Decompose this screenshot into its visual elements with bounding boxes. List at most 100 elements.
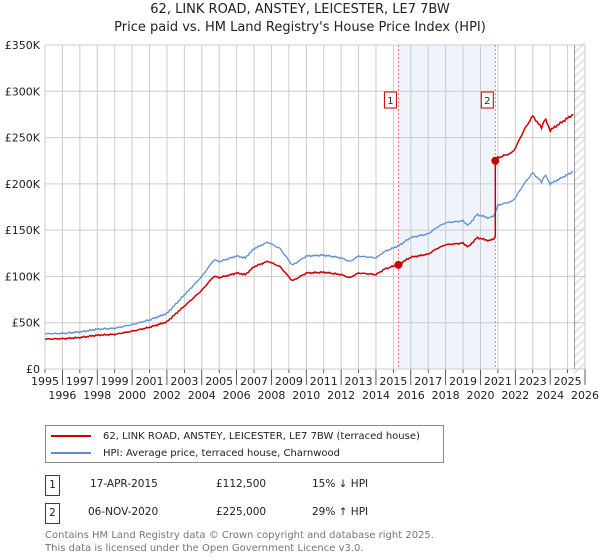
property-series-line	[44, 114, 574, 341]
y-tick-label: £150K	[5, 224, 41, 237]
legend-label: 62, LINK ROAD, ANSTEY, LEICESTER, LE7 7B…	[103, 430, 420, 442]
x-tick-label: 2009	[275, 375, 303, 388]
sale-row: 2 06-NOV-2020 £225,000 29% ↑ HPI	[45, 503, 445, 524]
sale-point	[491, 156, 500, 165]
future-hatch	[574, 58, 586, 70]
future-hatch	[574, 258, 586, 270]
future-hatch	[574, 42, 586, 54]
x-tick-label: 2000	[118, 389, 146, 402]
legend-item-property: 62, LINK ROAD, ANSTEY, LEICESTER, LE7 7B…	[46, 428, 420, 444]
future-hatch	[574, 250, 586, 262]
future-hatch	[574, 154, 586, 166]
future-hatch	[574, 66, 586, 78]
sale-price: £112,500	[216, 478, 267, 490]
future-hatch	[574, 202, 586, 214]
future-hatch	[574, 114, 586, 126]
future-hatch	[574, 186, 586, 198]
future-hatch	[574, 74, 586, 86]
x-tick-label: 2023	[519, 375, 547, 388]
future-hatch	[574, 210, 586, 222]
future-hatch	[574, 138, 586, 150]
sale-marker-badge: 2	[45, 503, 60, 524]
x-tick-label: 2005	[205, 375, 233, 388]
legend-swatch-hpi	[51, 452, 91, 454]
future-hatch	[574, 98, 586, 110]
future-hatch	[574, 178, 586, 190]
x-tick-label: 2016	[397, 389, 425, 402]
footer-licence: This data is licensed under the Open Gov…	[45, 543, 364, 554]
x-tick-label: 2017	[414, 375, 442, 388]
future-hatch	[574, 354, 586, 366]
y-tick-label: £50K	[12, 317, 41, 330]
x-tick-label: 1997	[66, 375, 94, 388]
x-tick-label: 2014	[362, 389, 390, 402]
y-tick-label: £300K	[5, 85, 41, 98]
x-tick-label: 2004	[188, 389, 216, 402]
future-hatch	[574, 170, 586, 182]
future-hatch	[574, 130, 586, 142]
sale-point	[394, 260, 403, 269]
sale-hpi-diff: 29% ↑ HPI	[312, 506, 369, 518]
y-tick-label: £0	[26, 363, 40, 376]
future-hatch	[574, 194, 586, 206]
sale-label-box	[383, 91, 397, 109]
sale-label: 1	[387, 96, 393, 107]
y-tick-label: £250K	[5, 132, 41, 145]
x-tick-label: 2006	[223, 389, 251, 402]
plot-area: 1995199619971998199920002001200220032004…	[5, 39, 599, 402]
y-tick-label: £350K	[5, 39, 41, 52]
x-tick-label: 2002	[153, 389, 181, 402]
sale-price: £225,000	[216, 506, 267, 518]
future-hatch	[574, 266, 586, 278]
future-hatch	[574, 338, 586, 350]
future-hatch	[574, 82, 586, 94]
future-hatch	[574, 90, 586, 102]
x-tick-label: 2011	[310, 375, 338, 388]
x-tick-label: 2015	[379, 375, 407, 388]
x-tick-label: 2007	[240, 375, 268, 388]
future-hatch	[574, 162, 586, 174]
future-hatch	[574, 322, 586, 334]
x-tick-label: 2019	[449, 375, 477, 388]
x-tick-label: 2022	[501, 389, 529, 402]
future-hatch	[574, 106, 586, 118]
future-hatch	[574, 50, 586, 62]
sale-period-shade	[398, 45, 496, 369]
hpi-series-line	[44, 171, 574, 335]
y-tick-label: £100K	[5, 270, 41, 283]
x-tick-label: 1995	[31, 375, 59, 388]
chart-title-address: 62, LINK ROAD, ANSTEY, LEICESTER, LE7 7B…	[150, 2, 450, 17]
future-hatch	[574, 218, 586, 230]
x-tick-label: 2010	[292, 389, 320, 402]
future-hatch	[574, 234, 586, 246]
footer-copyright: Contains HM Land Registry data © Crown c…	[45, 530, 434, 541]
y-tick-label: £200K	[5, 178, 41, 191]
future-hatch	[574, 298, 586, 310]
x-tick-label: 1996	[48, 389, 76, 402]
future-hatch	[574, 362, 586, 374]
future-hatch	[574, 274, 586, 286]
future-hatch	[574, 226, 586, 238]
legend-item-hpi: HPI: Average price, terraced house, Char…	[46, 445, 340, 461]
x-tick-label: 2013	[345, 375, 373, 388]
legend: 62, LINK ROAD, ANSTEY, LEICESTER, LE7 7B…	[45, 425, 444, 463]
sale-hpi-diff: 15% ↓ HPI	[312, 478, 369, 490]
future-hatch	[574, 282, 586, 294]
future-hatch	[574, 122, 586, 134]
future-hatch	[574, 290, 586, 302]
footer: Contains HM Land Registry data © Crown c…	[45, 529, 434, 555]
x-tick-label: 2003	[170, 375, 198, 388]
x-tick-label: 2001	[136, 375, 164, 388]
sale-label-box	[480, 91, 494, 109]
sale-label: 2	[484, 96, 490, 107]
x-tick-label: 2012	[327, 389, 355, 402]
x-tick-label: 2026	[571, 389, 599, 402]
x-tick-label: 2008	[257, 389, 285, 402]
sale-date: 17-APR-2015	[90, 478, 158, 490]
sale-marker-badge: 1	[45, 475, 60, 496]
chart-title: Price paid vs. HM Land Registry's House …	[114, 20, 486, 35]
sale-date: 06-NOV-2020	[88, 506, 159, 518]
x-tick-label: 2025	[554, 375, 582, 388]
future-hatch	[574, 306, 586, 318]
